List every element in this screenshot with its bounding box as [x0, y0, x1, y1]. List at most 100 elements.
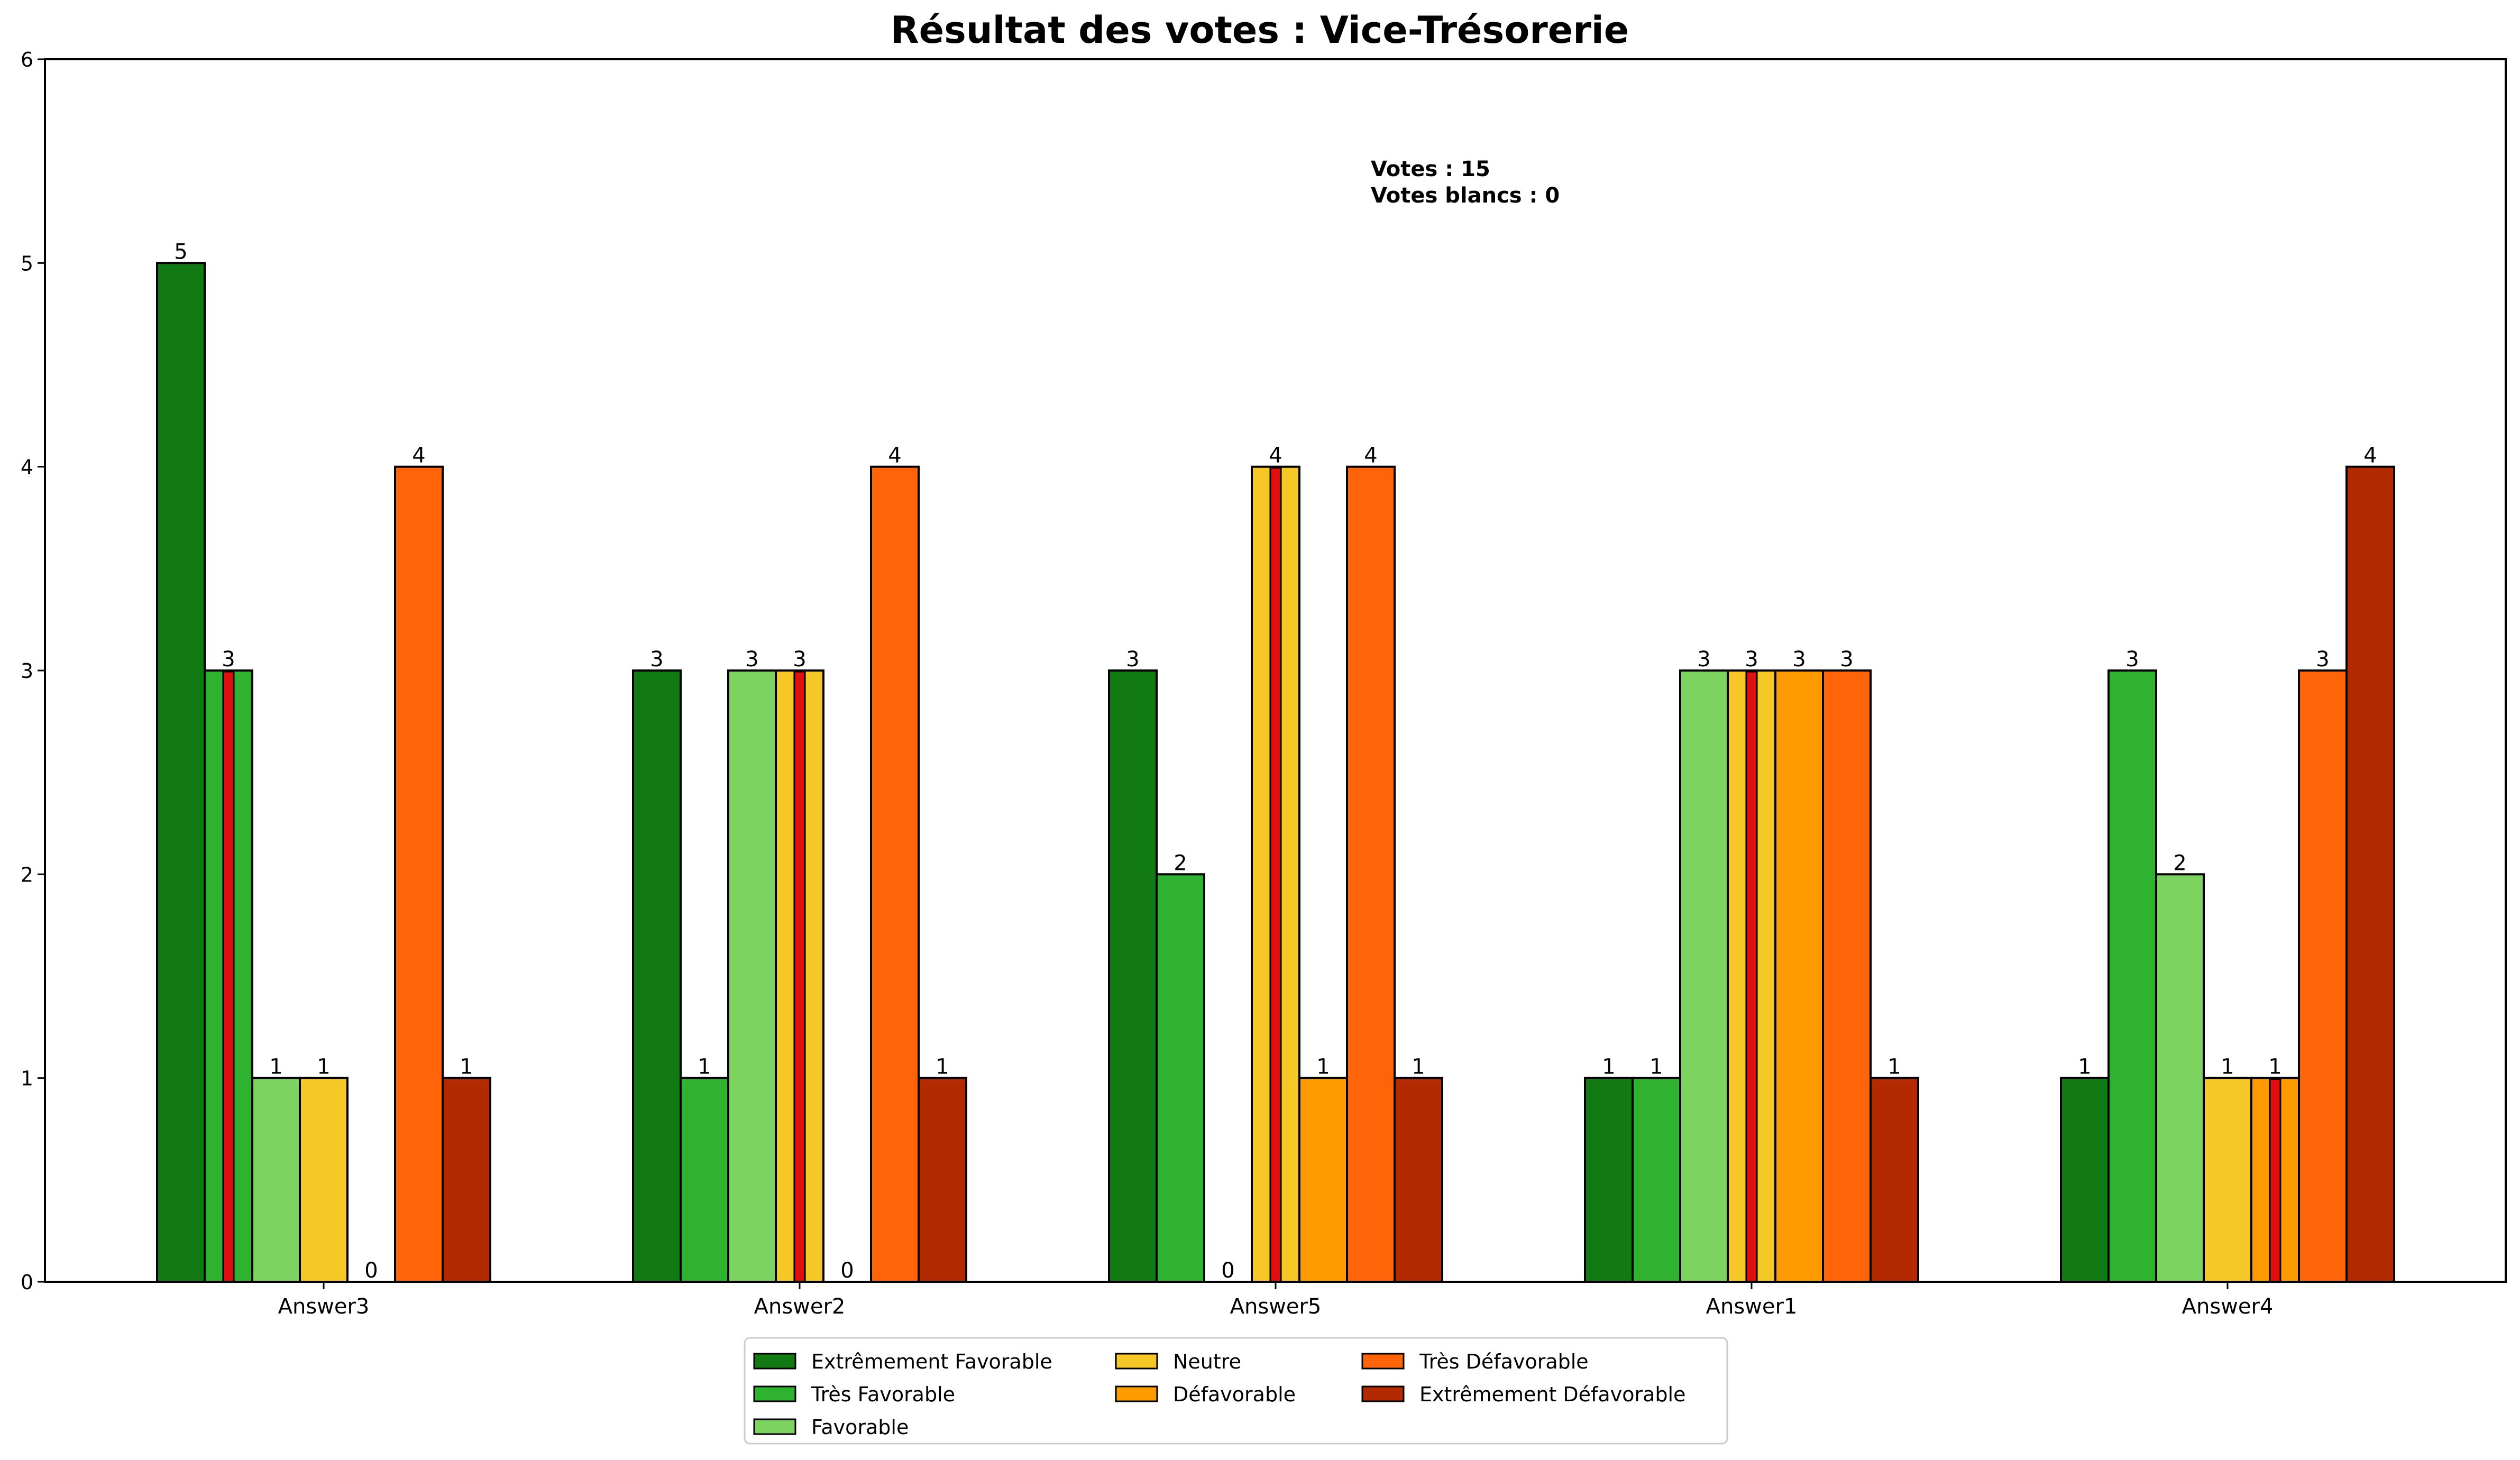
bar-value-label: 4	[888, 444, 901, 468]
x-tick-label: Answer2	[754, 1294, 846, 1319]
legend-swatch	[1361, 1385, 1405, 1402]
bar	[870, 465, 920, 1283]
bar-value-label: 1	[2078, 1055, 2091, 1079]
bar-value-label: 0	[1221, 1259, 1234, 1283]
bar-value-label: 1	[269, 1055, 282, 1079]
legend-label: Très Défavorable	[1419, 1350, 1589, 1373]
bar	[1679, 669, 1729, 1283]
legend-swatch	[753, 1385, 796, 1402]
bar	[442, 1077, 491, 1283]
bar-value-label: 4	[1269, 444, 1282, 468]
legend-swatch	[1115, 1385, 1158, 1402]
legend-label: Neutre	[1173, 1350, 1241, 1373]
legend-swatch	[753, 1418, 796, 1435]
blank-votes-annotation: Votes blancs : 0	[1371, 183, 1560, 208]
bar-value-label: 3	[745, 647, 758, 672]
legend-entry: Très Favorable	[753, 1383, 955, 1406]
legend-swatch	[1361, 1353, 1405, 1370]
bar-value-label: 3	[650, 647, 663, 672]
bar-value-label: 3	[2125, 647, 2139, 672]
legend-label: Très Favorable	[811, 1383, 955, 1406]
bar	[156, 262, 206, 1283]
bar	[1346, 465, 1396, 1283]
bar	[2345, 465, 2395, 1283]
legend-swatch	[753, 1353, 796, 1370]
bar-value-label: 1	[1887, 1055, 1901, 1079]
y-tick-label: 2	[21, 863, 33, 886]
bar-value-label: 1	[1602, 1055, 1615, 1079]
bar-value-label: 2	[2173, 851, 2186, 875]
y-tick-label: 3	[21, 659, 33, 683]
legend-label: Favorable	[811, 1416, 909, 1439]
bar-value-label: 0	[840, 1259, 854, 1283]
legend-box	[744, 1337, 1728, 1445]
bar-value-label: 3	[222, 647, 235, 672]
legend-entry: Extrêmement Défavorable	[1361, 1383, 1685, 1406]
bar	[632, 669, 682, 1283]
chart-title: Résultat des votes : Vice-Trésorerie	[891, 8, 1629, 52]
bar	[394, 465, 444, 1283]
y-tick-label: 0	[21, 1271, 33, 1294]
x-tick-label: Answer4	[2182, 1294, 2274, 1319]
bar	[1394, 1077, 1443, 1283]
bar	[251, 1077, 301, 1283]
bar-value-label: 1	[460, 1055, 473, 1079]
bar-value-label: 3	[1792, 647, 1806, 672]
bar	[1108, 669, 1158, 1283]
bar-value-label: 1	[317, 1055, 330, 1079]
bar-value-label: 1	[2221, 1055, 2234, 1079]
legend-entry: Extrêmement Favorable	[753, 1350, 1052, 1373]
bar	[1156, 873, 1205, 1283]
median-marker	[1269, 467, 1282, 1283]
bar-value-label: 1	[1650, 1055, 1663, 1079]
y-tick-label: 4	[21, 456, 33, 479]
bar	[299, 1077, 349, 1283]
median-marker	[1745, 671, 1758, 1283]
bar	[1822, 669, 1872, 1283]
bar	[1298, 1077, 1348, 1283]
bar-value-label: 3	[2316, 647, 2329, 672]
bar	[680, 1077, 729, 1283]
legend-entry: Défavorable	[1115, 1383, 1296, 1406]
bar-value-label: 4	[412, 444, 425, 468]
bar-value-label: 3	[1745, 647, 1758, 672]
legend-entry: Neutre	[1115, 1350, 1241, 1373]
bar	[2155, 873, 2205, 1283]
bar	[1774, 669, 1824, 1283]
y-tick-label: 1	[21, 1067, 33, 1090]
legend-swatch	[1115, 1353, 1158, 1370]
legend-label: Extrêmement Favorable	[811, 1350, 1052, 1373]
x-tick-label: Answer3	[278, 1294, 370, 1319]
bar-value-label: 2	[1174, 851, 1187, 875]
bar-value-label: 4	[1364, 444, 1377, 468]
bar	[2203, 1077, 2252, 1283]
legend-label: Extrêmement Défavorable	[1419, 1383, 1685, 1406]
y-tick-label: 5	[21, 252, 33, 275]
bar	[1584, 1077, 1634, 1283]
legend-entry: Très Défavorable	[1361, 1350, 1589, 1373]
bar-value-label: 1	[698, 1055, 711, 1079]
bar	[918, 1077, 967, 1283]
x-tick-label: Answer1	[1706, 1294, 1798, 1319]
bar-value-label: 4	[2363, 444, 2377, 468]
bar-value-label: 5	[174, 240, 187, 264]
legend: Extrêmement Favorable Très Favorable Favor…	[744, 1337, 1728, 1445]
axes-frame	[44, 58, 2507, 1283]
y-tick-label: 6	[21, 48, 33, 71]
median-marker	[222, 671, 235, 1283]
x-tick-label: Answer5	[1230, 1294, 1322, 1319]
legend-entry: Favorable	[753, 1416, 909, 1439]
bar-value-label: 3	[1840, 647, 1853, 672]
bar	[2060, 1077, 2110, 1283]
bar-value-label: 3	[793, 647, 806, 672]
bar	[2107, 669, 2157, 1283]
median-marker	[2269, 1078, 2281, 1283]
median-marker	[793, 671, 806, 1283]
bar	[727, 669, 777, 1283]
bar-value-label: 1	[1412, 1055, 1425, 1079]
legend-label: Défavorable	[1173, 1383, 1296, 1406]
bar-value-label: 3	[1697, 647, 1710, 672]
bar-value-label: 3	[1126, 647, 1139, 672]
votes-count-annotation: Votes : 15	[1371, 157, 1490, 181]
